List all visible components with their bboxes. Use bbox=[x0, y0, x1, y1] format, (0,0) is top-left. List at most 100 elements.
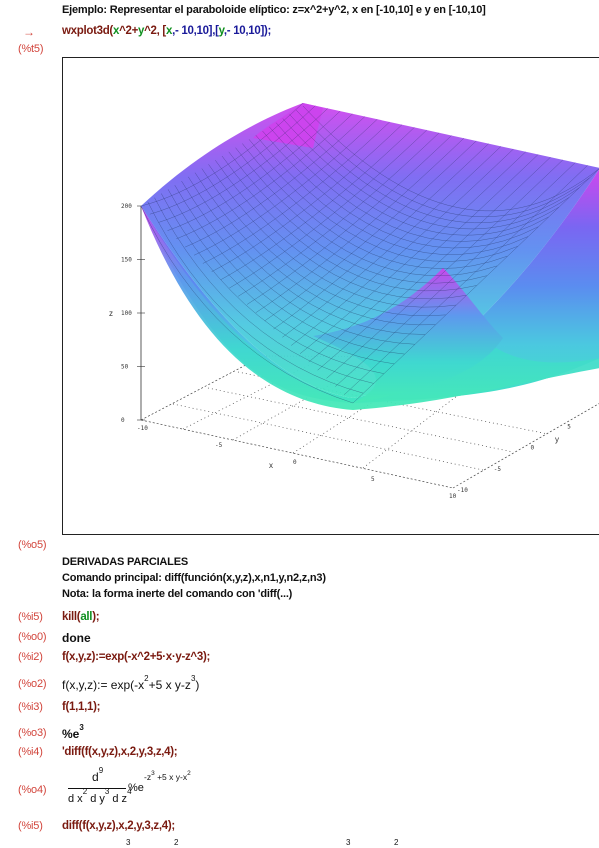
fraction-denominator: d x2 d y3 d z4 bbox=[68, 787, 132, 805]
output-label-o3: (%o3) bbox=[18, 727, 47, 739]
mesh-line bbox=[296, 110, 590, 217]
z-tick-label: 50 bbox=[121, 364, 129, 371]
z-tick-label: 0 bbox=[121, 417, 125, 424]
mesh-line bbox=[140, 205, 354, 404]
mesh-line bbox=[147, 201, 364, 394]
exp-output: %e bbox=[128, 782, 144, 794]
fraction-bar bbox=[68, 788, 126, 789]
mesh-line bbox=[154, 197, 374, 384]
paraboloid-plot: 0 50 100 150 200 z -10 -5 0 5 10 -10 -5 0 5 10 x y bbox=[62, 57, 599, 535]
z-axis-label: z bbox=[109, 309, 113, 318]
surface-mesh bbox=[140, 102, 599, 404]
mesh-line bbox=[282, 118, 570, 230]
mesh-line bbox=[202, 121, 390, 264]
input-label-i4: (%i4) bbox=[18, 746, 43, 758]
mesh-line bbox=[242, 143, 508, 269]
inert-diff-command[interactable]: 'diff(f(x,y,z),x,2,y,3,z,4); bbox=[62, 746, 178, 758]
fraction-numerator: d9 bbox=[92, 766, 104, 784]
mesh-line bbox=[208, 164, 456, 308]
mesh-line bbox=[201, 168, 446, 316]
mesh-line bbox=[317, 157, 551, 371]
mesh-line bbox=[221, 155, 477, 292]
x-ticks: -10 -5 0 5 10 bbox=[137, 425, 457, 500]
mesh-line bbox=[158, 108, 328, 223]
mesh-line bbox=[215, 160, 467, 299]
mesh-line bbox=[181, 180, 415, 345]
diff-command[interactable]: diff(f(x,y,z),x,2,y,3,z,4); bbox=[62, 820, 175, 832]
f-definition-command[interactable]: f(x,y,z):=exp(-x^2+5·x·y-z^3); bbox=[62, 651, 211, 663]
mesh-line bbox=[238, 132, 440, 297]
surface-top-left bbox=[253, 103, 323, 148]
derivative-fraction: d9 d x2 d y3 d z4 bbox=[68, 764, 132, 814]
kill-command[interactable]: kill(all); bbox=[62, 611, 100, 623]
mesh-line bbox=[174, 185, 405, 355]
y-tick-label: 0 bbox=[531, 445, 535, 452]
mesh-line bbox=[299, 151, 526, 354]
mesh-line bbox=[289, 114, 580, 223]
mesh-line bbox=[211, 124, 403, 272]
y-tick-label: -10 bbox=[457, 487, 468, 494]
mesh-line bbox=[344, 165, 588, 395]
wxplot3d-command[interactable]: wxplot3d(x^2+y^2, [x,- 10,10],[y,- 10,10… bbox=[62, 25, 272, 37]
mesh-line bbox=[194, 172, 436, 326]
output-label-o5: (%o5) bbox=[18, 539, 47, 551]
mesh-line bbox=[302, 105, 599, 212]
x-tick-label: 5 bbox=[371, 476, 375, 483]
mesh-line bbox=[140, 102, 304, 207]
mesh-line bbox=[161, 193, 384, 374]
y-axis-label: y bbox=[555, 435, 559, 444]
f111-output: %e3 bbox=[62, 723, 84, 741]
input-label-i5b: (%i5) bbox=[18, 820, 43, 832]
output-label-o4: (%o4) bbox=[18, 784, 47, 796]
mesh-line bbox=[269, 126, 549, 242]
mesh-line bbox=[229, 129, 427, 289]
mesh-line bbox=[273, 143, 489, 330]
mesh-line bbox=[255, 138, 464, 313]
output-label-o0: (%o0) bbox=[18, 631, 47, 643]
output-label-t5: (%t5) bbox=[18, 43, 44, 55]
mesh-line bbox=[326, 159, 563, 379]
surface-back-upper bbox=[141, 103, 599, 398]
deriv-command-text: Comando principal: diff(función(x,y,z),x… bbox=[62, 572, 326, 584]
x-tick-label: -10 bbox=[137, 425, 148, 432]
cell-arrow-icon: → bbox=[23, 25, 35, 39]
mesh-line bbox=[149, 105, 316, 215]
x-axis-label: x bbox=[269, 461, 273, 470]
x-tick-label: -5 bbox=[215, 442, 223, 449]
mesh-line bbox=[235, 147, 498, 276]
example-text: Ejemplo: Representar el paraboloide elíp… bbox=[62, 4, 486, 16]
mesh-line bbox=[185, 116, 365, 248]
x-tick-label: 10 bbox=[449, 493, 457, 500]
f111-command[interactable]: f(1,1,1); bbox=[62, 701, 101, 713]
f-definition-output: f(x,y,z):= exp(-x2+5 x y-z3) bbox=[62, 674, 200, 692]
surface-front bbox=[141, 206, 599, 410]
mesh-line bbox=[176, 113, 353, 239]
mesh-line bbox=[335, 162, 576, 387]
y-tick-label: -5 bbox=[494, 466, 502, 473]
output-cell-o4: (%o4) d9 d x2 d y3 d z4 %e -z3 +5 x y-x2 bbox=[0, 764, 599, 816]
z-tick-label: 150 bbox=[121, 257, 132, 264]
input-label-i5: (%i5) bbox=[18, 611, 43, 623]
mesh-line bbox=[167, 189, 395, 365]
mesh-line bbox=[308, 154, 539, 363]
z-tick-label: 100 bbox=[121, 310, 132, 317]
mesh-line bbox=[264, 140, 477, 322]
mesh-line bbox=[220, 127, 415, 281]
output-label-o2: (%o2) bbox=[18, 678, 47, 690]
mesh-line bbox=[255, 135, 529, 255]
deriv-note-text: Nota: la forma inerte del comando con 'd… bbox=[62, 588, 293, 600]
z-tick-label: 200 bbox=[121, 203, 132, 210]
mesh-line bbox=[248, 139, 518, 262]
exp-exponent: -z3 +5 x y-x2 bbox=[144, 770, 191, 782]
mesh-line bbox=[188, 176, 426, 335]
surface-plot-svg: 0 50 100 150 200 z -10 -5 0 5 10 -10 -5 0 5 10 x y bbox=[109, 102, 599, 500]
x-tick-label: 0 bbox=[293, 459, 297, 466]
bottom-partial-output: 3 2 3 2 bbox=[126, 838, 399, 847]
mesh-line bbox=[275, 122, 559, 236]
mesh-line bbox=[282, 146, 502, 338]
mesh-line bbox=[262, 130, 539, 249]
input-label-i2: (%i2) bbox=[18, 651, 43, 663]
mesh-line bbox=[291, 148, 514, 346]
deriv-title: DERIVADAS PARCIALES bbox=[62, 556, 188, 568]
